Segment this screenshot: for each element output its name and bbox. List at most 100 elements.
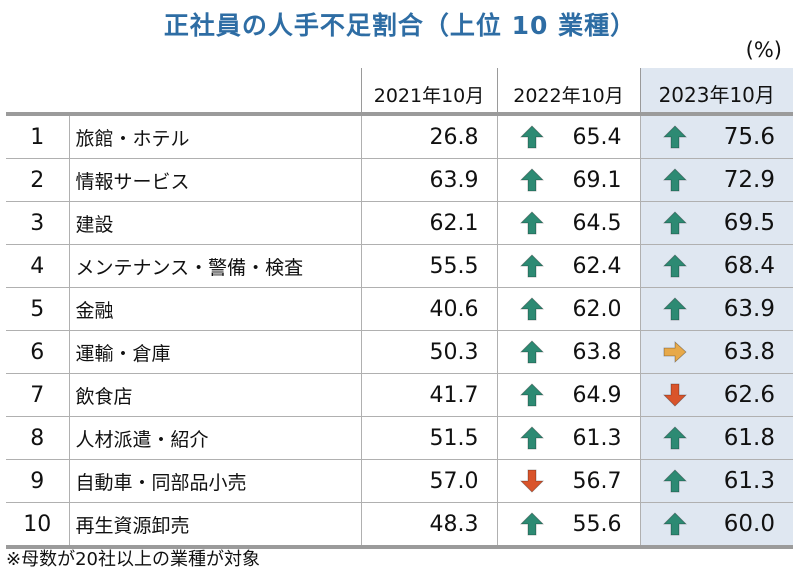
ranking-table-wrapper: 2021年10月 2022年10月 2023年10月 1 旅館・ホテル 26.8 65… bbox=[6, 68, 793, 549]
value-text: 63.8 bbox=[572, 339, 622, 365]
up-arrow-icon bbox=[519, 254, 544, 278]
value-text: 65.4 bbox=[572, 124, 622, 150]
up-arrow-icon bbox=[662, 512, 687, 536]
value-text: 56.7 bbox=[572, 468, 622, 494]
value-cell-2021年10月: 26.8 bbox=[360, 114, 497, 159]
rank-cell: 8 bbox=[6, 416, 69, 460]
value-text: 62.0 bbox=[572, 296, 622, 322]
unit-label: (%) bbox=[745, 38, 782, 62]
value-cell-2021年10月: 51.5 bbox=[360, 416, 497, 460]
value-cell-2022年10月: 63.8 bbox=[496, 330, 640, 374]
rank-cell: 6 bbox=[6, 330, 69, 374]
rank-cell: 10 bbox=[6, 502, 69, 549]
up-arrow-icon bbox=[662, 211, 687, 235]
header-row: 2021年10月 2022年10月 2023年10月 bbox=[6, 68, 793, 114]
table-row: 3 建設 62.1 64.5 69.5 bbox=[6, 201, 793, 245]
chart-title: 正社員の人手不足割合（上位 10 業種） bbox=[163, 11, 637, 40]
up-arrow-icon bbox=[662, 168, 687, 192]
up-arrow-icon bbox=[662, 469, 687, 493]
up-arrow-icon bbox=[519, 297, 544, 321]
value-cell-2022年10月: 62.4 bbox=[496, 244, 640, 288]
value-text: 61.3 bbox=[723, 468, 775, 494]
header-2023: 2023年10月 bbox=[639, 68, 793, 114]
table-row: 10 再生資源卸売 48.3 55.6 60.0 bbox=[6, 502, 793, 549]
industry-name-cell: 金融 bbox=[68, 287, 361, 331]
up-arrow-icon bbox=[519, 340, 544, 364]
table-row: 7 飲食店 41.7 64.9 62.6 bbox=[6, 373, 793, 417]
value-cell-2023年10月: 61.8 bbox=[639, 416, 793, 460]
value-text: 69.5 bbox=[723, 210, 775, 236]
up-arrow-icon bbox=[519, 211, 544, 235]
value-text: 63.8 bbox=[723, 339, 775, 365]
up-arrow-icon bbox=[662, 297, 687, 321]
table-row: 5 金融 40.6 62.0 63.9 bbox=[6, 287, 793, 331]
up-arrow-icon bbox=[519, 512, 544, 536]
value-cell-2023年10月: 60.0 bbox=[639, 502, 793, 549]
up-arrow-icon bbox=[519, 426, 544, 450]
down-arrow-icon bbox=[519, 469, 544, 493]
value-text: 64.9 bbox=[572, 382, 622, 408]
rank-cell: 4 bbox=[6, 244, 69, 288]
value-cell-2023年10月: 63.8 bbox=[639, 330, 793, 374]
table-body: 1 旅館・ホテル 26.8 65.4 75.6 2 情報サービス 63.9 69.1 72.9 3 建… bbox=[6, 114, 793, 549]
up-arrow-icon bbox=[519, 168, 544, 192]
table-row: 2 情報サービス 63.9 69.1 72.9 bbox=[6, 158, 793, 202]
rank-cell: 9 bbox=[6, 459, 69, 503]
value-cell-2021年10月: 50.3 bbox=[360, 330, 497, 374]
up-arrow-icon bbox=[519, 383, 544, 407]
industry-name-cell: 人材派遣・紹介 bbox=[68, 416, 361, 460]
table-row: 8 人材派遣・紹介 51.5 61.3 61.8 bbox=[6, 416, 793, 460]
value-cell-2022年10月: 62.0 bbox=[496, 287, 640, 331]
value-text: 69.1 bbox=[572, 167, 622, 193]
industry-name-cell: 建設 bbox=[68, 201, 361, 245]
industry-name-cell: 飲食店 bbox=[68, 373, 361, 417]
header-rank bbox=[6, 68, 69, 114]
industry-name-cell: 再生資源卸売 bbox=[68, 502, 361, 549]
up-arrow-icon bbox=[519, 125, 544, 149]
table-row: 4 メンテナンス・警備・検査 55.5 62.4 68.4 bbox=[6, 244, 793, 288]
value-text: 62.6 bbox=[723, 382, 775, 408]
value-cell-2022年10月: 55.6 bbox=[496, 502, 640, 549]
value-cell-2021年10月: 40.6 bbox=[360, 287, 497, 331]
rank-cell: 5 bbox=[6, 287, 69, 331]
up-arrow-icon bbox=[662, 254, 687, 278]
value-cell-2022年10月: 61.3 bbox=[496, 416, 640, 460]
down-arrow-icon bbox=[662, 383, 687, 407]
rank-cell: 3 bbox=[6, 201, 69, 245]
value-cell-2023年10月: 62.6 bbox=[639, 373, 793, 417]
header-industry bbox=[69, 68, 361, 114]
rank-cell: 1 bbox=[6, 114, 69, 159]
value-cell-2023年10月: 61.3 bbox=[639, 459, 793, 503]
up-arrow-icon bbox=[662, 426, 687, 450]
header-2022: 2022年10月 bbox=[496, 68, 640, 114]
value-cell-2022年10月: 65.4 bbox=[496, 114, 640, 159]
table-row: 1 旅館・ホテル 26.8 65.4 75.6 bbox=[6, 114, 793, 159]
value-cell-2022年10月: 64.9 bbox=[496, 373, 640, 417]
rank-cell: 7 bbox=[6, 373, 69, 417]
value-text: 62.4 bbox=[572, 253, 622, 279]
value-cell-2023年10月: 69.5 bbox=[639, 201, 793, 245]
rank-cell: 2 bbox=[6, 158, 69, 202]
value-cell-2023年10月: 63.9 bbox=[639, 287, 793, 331]
value-cell-2021年10月: 48.3 bbox=[360, 502, 497, 549]
value-text: 61.8 bbox=[723, 425, 775, 451]
value-text: 63.9 bbox=[723, 296, 775, 322]
value-text: 75.6 bbox=[723, 124, 775, 150]
industry-name-cell: 旅館・ホテル bbox=[68, 114, 361, 159]
value-cell-2021年10月: 57.0 bbox=[360, 459, 497, 503]
value-cell-2022年10月: 64.5 bbox=[496, 201, 640, 245]
value-text: 68.4 bbox=[723, 253, 775, 279]
value-cell-2023年10月: 75.6 bbox=[639, 114, 793, 159]
footnote: ※母数が20社以上の業種が対象 bbox=[6, 549, 260, 570]
table-row: 6 運輸・倉庫 50.3 63.8 63.8 bbox=[6, 330, 793, 374]
table-row: 9 自動車・同部品小売 57.0 56.7 61.3 bbox=[6, 459, 793, 503]
value-cell-2021年10月: 41.7 bbox=[360, 373, 497, 417]
industry-name-cell: メンテナンス・警備・検査 bbox=[68, 244, 361, 288]
value-text: 60.0 bbox=[723, 511, 775, 537]
header-2021: 2021年10月 bbox=[360, 68, 497, 114]
ranking-table: 2021年10月 2022年10月 2023年10月 1 旅館・ホテル 26.8 65… bbox=[6, 68, 793, 549]
industry-name-cell: 運輸・倉庫 bbox=[68, 330, 361, 374]
value-text: 61.3 bbox=[572, 425, 622, 451]
value-cell-2021年10月: 63.9 bbox=[360, 158, 497, 202]
value-cell-2022年10月: 69.1 bbox=[496, 158, 640, 202]
